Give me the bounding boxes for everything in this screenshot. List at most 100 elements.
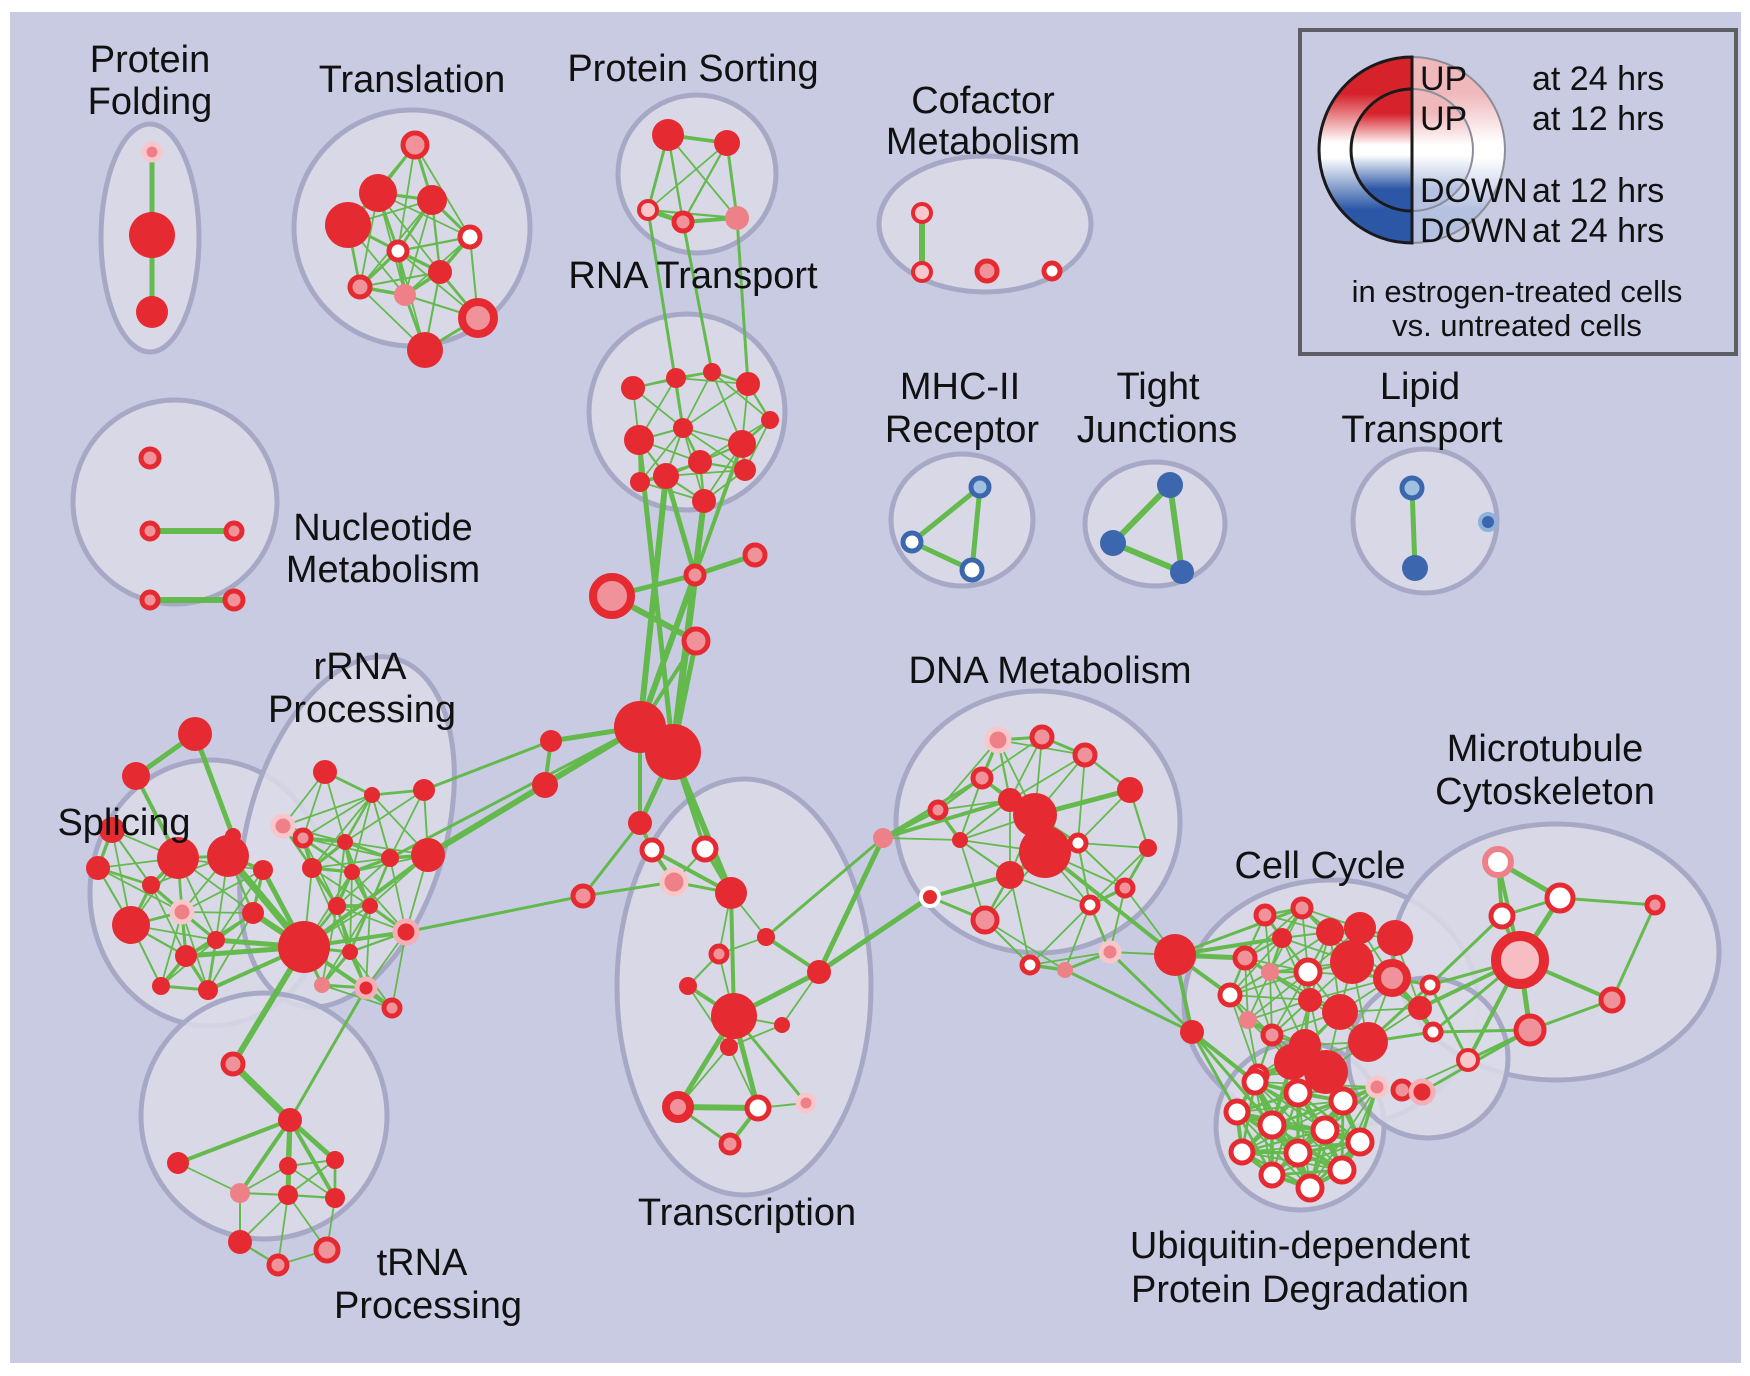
node-trna-processing: [278, 1185, 298, 1205]
edge-backbone: [426, 783, 547, 857]
node-trna-processing: [167, 1152, 189, 1174]
node-microtubule-cytoskeleton: [1598, 986, 1626, 1014]
label-lipid-transport-0: Lipid: [1380, 366, 1460, 408]
node-splicing: [99, 817, 125, 843]
node-dna-metabolism: [1154, 934, 1196, 976]
node-cell-cycle: [1290, 896, 1314, 920]
edge-rrna-processing: [311, 857, 391, 869]
cluster-ellipse-mhc-ii-receptor: [888, 451, 1036, 589]
cluster-ellipse-protein-sorting: [615, 92, 779, 256]
edge-rrna-processing: [371, 794, 391, 859]
node-dna-metabolism: [1019, 954, 1041, 976]
node-tight-junctions: [1170, 560, 1194, 584]
label-ubiquitin-degradation-1: Protein Degradation: [1131, 1269, 1469, 1311]
edge-protein-sorting: [646, 208, 739, 220]
cluster-ellipse-nucleotide-metabolism: [70, 397, 280, 607]
edge-backbone: [764, 836, 885, 939]
node-cofactor-metabolism: [911, 202, 933, 224]
node-interstitial: [225, 828, 241, 844]
label-nucleotide-metabolism-0: Nucleotide: [293, 507, 473, 549]
node-rna-transport: [630, 472, 650, 492]
edge-rrna-processing: [351, 794, 373, 873]
node-cell-cycle: [1330, 940, 1374, 984]
node-transcription: [718, 1132, 742, 1156]
node-protein-sorting: [714, 130, 740, 156]
node-rrna-processing: [342, 944, 358, 960]
node-ubiquitin-degradation: [1327, 1155, 1357, 1185]
node-interstitial: [178, 717, 212, 751]
node-ubiquitin-degradation: [1241, 1068, 1269, 1096]
label-transcription-0: Transcription: [638, 1192, 856, 1234]
node-transcription: [691, 835, 719, 863]
node-dna-metabolism: [996, 861, 1024, 889]
node-trna-processing: [266, 1253, 290, 1277]
node-splicing: [207, 931, 225, 949]
node-transcription: [774, 1017, 790, 1033]
node-ubiquitin-degradation: [1365, 1075, 1389, 1099]
node-rrna-processing: [413, 779, 435, 801]
edge-rrna-processing: [282, 794, 373, 827]
node-nucleotide-metabolism: [223, 520, 245, 542]
node-cell-cycle: [1239, 1011, 1257, 1029]
edge-trna-processing: [288, 1118, 337, 1200]
node-dna-metabolism: [1098, 940, 1122, 964]
node-tight-junctions: [1157, 472, 1183, 498]
node-rna-transport: [761, 411, 779, 429]
node-dna-metabolism: [873, 828, 893, 848]
node-microtubule-cytoskeleton: [1422, 1021, 1444, 1043]
network-nodes: [86, 119, 1666, 1277]
node-translation: [386, 239, 410, 263]
node-interstitial: [1180, 1020, 1204, 1044]
node-nucleotide-metabolism: [139, 520, 161, 542]
edge-splicing: [97, 867, 183, 913]
node-interstitial: [639, 837, 665, 863]
node-dna-metabolism: [1057, 962, 1073, 978]
edge-backbone: [1108, 950, 1194, 1034]
node-rrna-processing: [344, 864, 360, 880]
node-microtubule-cytoskeleton: [1419, 974, 1441, 996]
node-rrna-processing: [392, 918, 420, 946]
edge-splicing: [150, 884, 187, 957]
node-dna-metabolism: [970, 905, 1000, 935]
node-microtubule-cytoskeleton: [1644, 894, 1666, 916]
node-transcription: [715, 877, 747, 909]
node-nucleotide-metabolism: [139, 589, 161, 611]
node-rrna-processing: [337, 834, 353, 850]
node-ubiquitin-degradation: [1228, 1138, 1256, 1166]
node-protein-folding: [141, 141, 163, 163]
edge-ubiquitin-degradation: [1309, 1086, 1378, 1189]
node-interstitial: [681, 626, 711, 656]
node-ubiquitin-degradation: [1283, 1078, 1313, 1108]
node-translation: [394, 284, 416, 306]
edge-backbone: [693, 442, 744, 577]
node-trna-processing: [279, 1157, 297, 1175]
node-microtubule-cytoskeleton: [1513, 1013, 1547, 1047]
node-protein-sorting: [652, 119, 684, 151]
node-trna-processing: [228, 1230, 252, 1254]
node-trna-processing: [278, 1108, 302, 1132]
edge-ubiquitin-degradation: [1297, 1086, 1378, 1154]
edge-rrna-processing: [344, 789, 425, 843]
edge-dna-metabolism: [1029, 951, 1111, 966]
node-cell-cycle: [1344, 912, 1376, 944]
node-dna-metabolism: [927, 799, 949, 821]
node-rrna-processing: [278, 921, 330, 973]
node-cell-cycle: [1322, 994, 1358, 1030]
edge-backbone: [637, 473, 669, 730]
node-dna-metabolism: [998, 788, 1022, 812]
node-rna-transport: [624, 425, 654, 455]
node-tight-junctions: [1100, 530, 1126, 556]
node-cell-cycle: [1272, 928, 1292, 948]
node-rna-transport: [621, 376, 645, 400]
edge-rrna-processing: [311, 794, 373, 869]
legend-inner-right-half: [1411, 87, 1474, 213]
node-trna-processing: [326, 1151, 344, 1169]
node-cofactor-metabolism: [1041, 260, 1063, 282]
node-cell-cycle: [1298, 988, 1322, 1012]
node-interstitial: [532, 772, 558, 798]
node-nucleotide-metabolism: [138, 446, 162, 470]
node-interstitial: [683, 563, 707, 587]
label-rrna-processing-0: rRNA: [314, 646, 408, 688]
node-ubiquitin-degradation: [1258, 1161, 1286, 1189]
